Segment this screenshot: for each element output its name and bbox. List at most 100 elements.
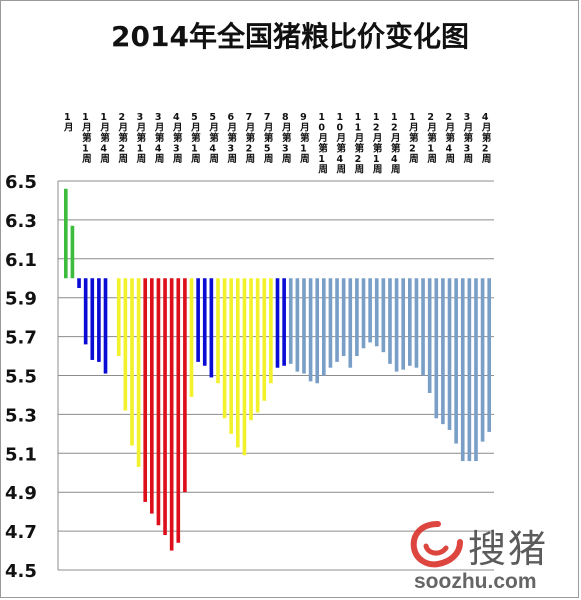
y-tick-label: 5.5 bbox=[5, 367, 37, 388]
bar bbox=[401, 278, 406, 370]
bar bbox=[480, 278, 485, 442]
x-tick-label: 3 月第 1 周 bbox=[136, 112, 147, 165]
bar bbox=[474, 278, 478, 462]
y-tick-label: 4.5 bbox=[5, 561, 37, 582]
bar bbox=[70, 225, 75, 279]
bar bbox=[136, 278, 141, 467]
x-tick-label: 2 月第 2 周 bbox=[118, 112, 129, 165]
y-tick-label: 6.1 bbox=[5, 250, 37, 271]
bar bbox=[183, 278, 187, 493]
x-tick-label: 1 2 月第 1 周 bbox=[372, 112, 383, 176]
bar bbox=[341, 278, 346, 357]
bar bbox=[143, 278, 148, 502]
y-tick-label: 5.7 bbox=[5, 328, 37, 349]
bar bbox=[288, 278, 293, 364]
y-tick-label: 4.9 bbox=[5, 483, 37, 504]
chart-title: 2014年全国猪粮比价变化图 bbox=[111, 20, 469, 53]
bar bbox=[116, 278, 121, 357]
x-tick-label: 1 1 月第 2 周 bbox=[354, 112, 365, 176]
y-tick-label: 6.5 bbox=[5, 172, 37, 193]
bar bbox=[388, 278, 392, 364]
bar bbox=[460, 278, 465, 462]
bar bbox=[156, 278, 161, 526]
bar bbox=[368, 278, 372, 343]
bar bbox=[255, 278, 260, 413]
x-tick-label: 9 月第 1 周 bbox=[299, 112, 310, 165]
bar bbox=[90, 278, 95, 360]
y-tick-label: 5.9 bbox=[5, 289, 37, 310]
bar bbox=[355, 278, 359, 357]
bar bbox=[447, 278, 452, 430]
bar bbox=[348, 278, 353, 368]
bar bbox=[361, 278, 366, 349]
bar bbox=[467, 278, 472, 462]
x-tick-label: 8 月第 3 周 bbox=[281, 112, 292, 165]
watermark: 搜猪 soozhu.com bbox=[410, 518, 578, 594]
bar bbox=[97, 278, 101, 362]
bar bbox=[83, 278, 88, 345]
bar bbox=[222, 278, 227, 419]
x-tick-label: 1 0 月第 1 周 bbox=[317, 112, 328, 176]
x-tick-label: 1 月第 2 周 bbox=[408, 112, 419, 165]
bar bbox=[229, 278, 234, 434]
x-tick-label: 2 月第 1 周 bbox=[426, 112, 437, 165]
bar bbox=[262, 278, 267, 401]
bar bbox=[434, 278, 439, 419]
x-axis: 1 月 1 月第 1 周 1 月第 4 周 2 月第 2 周 3 月第 1 周 3 月第 4 周 4 月第 3 周 5 月第 1 周 5 月第… bbox=[63, 112, 492, 176]
bar bbox=[130, 278, 134, 446]
bar bbox=[103, 278, 108, 374]
bar bbox=[421, 278, 425, 376]
x-tick-label: 7 月第 2 周 bbox=[245, 112, 256, 165]
bar bbox=[163, 278, 167, 535]
y-axis: 4.5 4.7 4.9 5.1 5.3 5.5 5.7 5.9 6.1 6.3 6.5 bbox=[5, 172, 59, 582]
bar bbox=[308, 278, 313, 382]
bar bbox=[242, 278, 247, 456]
bar bbox=[454, 278, 458, 444]
x-tick-label: 5 月第 4 周 bbox=[208, 112, 219, 165]
bar bbox=[408, 278, 412, 366]
x-tick-label: 5 月第 1 周 bbox=[190, 112, 201, 165]
y-tick-label: 5.3 bbox=[5, 405, 37, 426]
x-tick-label: 2 月第 4 周 bbox=[445, 112, 456, 165]
bar bbox=[77, 278, 81, 288]
x-tick-label: 3 月第 3 周 bbox=[463, 112, 474, 165]
x-tick-label: 1 月第 1 周 bbox=[81, 112, 92, 165]
bar bbox=[209, 278, 214, 378]
bar bbox=[123, 278, 128, 411]
x-tick-label: 6 月第 3 周 bbox=[227, 112, 238, 165]
watermark-brand: 搜猪 bbox=[468, 527, 549, 571]
bar bbox=[394, 278, 399, 372]
x-tick-label: 1 2 月第 4 周 bbox=[390, 112, 401, 176]
watermark-logo-icon bbox=[410, 521, 463, 568]
bar bbox=[202, 278, 207, 366]
x-tick-label: 1 0 月第 4 周 bbox=[336, 112, 347, 176]
bar bbox=[441, 278, 445, 425]
y-tick-label: 5.1 bbox=[5, 444, 37, 465]
x-tick-label: 4 月第 3 周 bbox=[172, 112, 183, 165]
bar bbox=[236, 278, 240, 448]
bar bbox=[176, 278, 181, 543]
bar bbox=[487, 278, 492, 432]
bar bbox=[64, 188, 68, 279]
x-tick-label: 3 月第 4 周 bbox=[154, 112, 165, 165]
bar bbox=[269, 278, 273, 384]
bar bbox=[322, 278, 326, 376]
bar bbox=[315, 278, 320, 384]
bar bbox=[302, 278, 306, 374]
bar bbox=[295, 278, 300, 372]
bar bbox=[196, 278, 200, 362]
bar-series bbox=[64, 188, 492, 551]
bar bbox=[414, 278, 419, 368]
watermark-url: soozhu.com bbox=[414, 570, 537, 593]
bar bbox=[169, 278, 174, 551]
x-tick-label: 1 月第 4 周 bbox=[99, 112, 110, 165]
bar bbox=[249, 278, 253, 421]
bar bbox=[275, 278, 280, 368]
x-tick-label: 7 月第 5 周 bbox=[263, 112, 274, 165]
bar bbox=[328, 278, 333, 368]
y-tick-label: 6.3 bbox=[5, 211, 37, 232]
bar bbox=[381, 278, 386, 353]
